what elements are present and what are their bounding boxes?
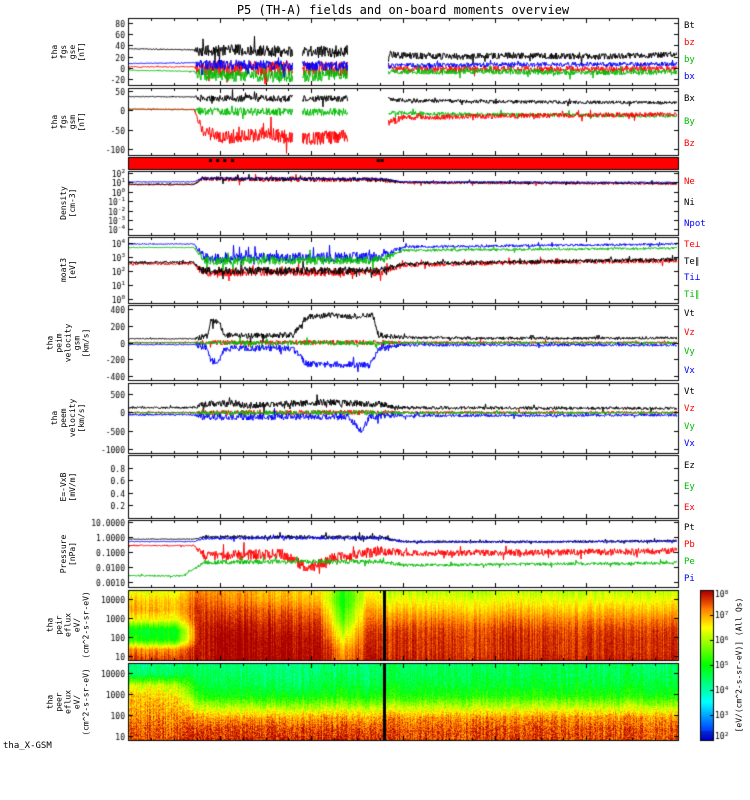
trace-label: Ne [684, 176, 695, 187]
trace-label: bx [684, 71, 695, 82]
plot-title: P5 (TH-A) fields and on-board moments ov… [236, 3, 570, 17]
trace-label: Vz [684, 328, 695, 339]
trace-label: Ey [684, 481, 695, 492]
trace-label: Ex [684, 502, 695, 513]
trace-label: Ti∥ [684, 289, 700, 300]
trace-label: Ez [684, 460, 695, 471]
trace-label: Te∥ [684, 256, 700, 267]
trace-label: Vt [684, 386, 695, 397]
trace-label: Vy [684, 421, 695, 432]
trace-label: by [684, 54, 695, 65]
trace-label: Vx [684, 439, 695, 450]
trace-label: Te⊥ [684, 240, 701, 251]
colorbar-unit-label: [eV/(cm^2-s-sr-eV)] (All Qs) [734, 597, 744, 733]
trace-label: Pe [684, 556, 695, 567]
trace-label: Npot [684, 219, 706, 230]
x-axis-row-label: tha_X-GSM [3, 741, 52, 751]
trace-label: Vz [684, 404, 695, 415]
colorbar-label-wrap: [eV/(cm^2-s-sr-eV)] (All Qs) [729, 590, 749, 740]
trace-label: Bt [684, 21, 695, 32]
trace-label: Pi [684, 573, 695, 584]
trace-label: bz [684, 38, 695, 49]
trace-label: Vt [684, 309, 695, 320]
trace-label: Pb [684, 540, 695, 551]
trace-label: Vy [684, 346, 695, 357]
trace-label: Bz [684, 138, 695, 149]
trace-label: Ni [684, 198, 695, 208]
trace-label: By [684, 116, 695, 127]
trace-label: Bx [684, 94, 695, 105]
trace-label: Ti⊥ [684, 273, 701, 284]
trace-label: Pt [684, 523, 695, 534]
trace-label: Vx [684, 365, 695, 376]
